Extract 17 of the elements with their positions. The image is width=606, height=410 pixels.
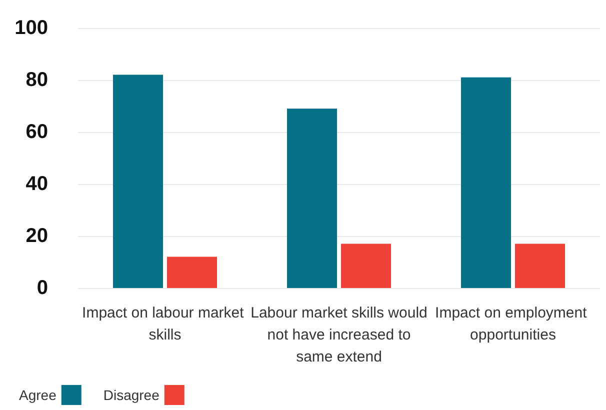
bar	[341, 244, 391, 288]
y-tick-label: 40	[26, 173, 48, 195]
bar	[287, 108, 337, 288]
y-tick-label: 100	[14, 17, 48, 39]
x-tick-label: Impact on employment opportunities	[435, 304, 591, 344]
bar	[167, 256, 217, 288]
y-tick-label: 60	[26, 121, 48, 143]
x-tick-label: Labour market skills would not have increased to same extend	[250, 304, 428, 366]
y-tick-label: 0	[36, 277, 48, 299]
x-tick-label: Impact on labour market skills	[82, 304, 248, 344]
y-tick-label: 20	[26, 225, 48, 247]
y-tick-label: 80	[26, 69, 48, 91]
bar	[113, 74, 163, 288]
legend-label: Agree	[19, 387, 57, 403]
bar	[461, 77, 511, 288]
legend-label: Disagree	[103, 387, 160, 403]
bar	[515, 244, 565, 288]
